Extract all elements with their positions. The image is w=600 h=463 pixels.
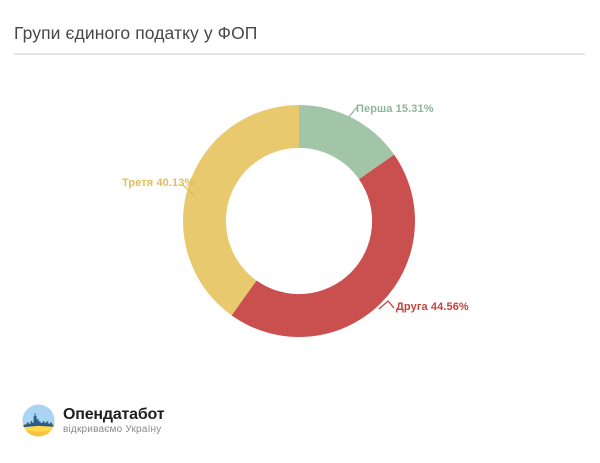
donut-segment-tretia — [183, 105, 299, 316]
donut-segment-druga — [231, 154, 416, 337]
segment-label-persha: Перша 15.31% — [356, 103, 434, 115]
chart-title: Групи єдиного податку у ФОП — [14, 23, 258, 43]
logo-skyline — [22, 413, 55, 428]
title-divider — [14, 53, 585, 55]
leader-line-druga — [378, 300, 395, 310]
brand-tagline: відкриваємо Україну — [63, 423, 162, 435]
brand-name: Опендатабот — [63, 405, 165, 423]
segment-label-tretia: Третя 40.13% — [122, 177, 195, 189]
segment-label-druga: Друга 44.56% — [396, 301, 469, 313]
donut-segments-group — [183, 105, 416, 337]
opendatabot-logo-icon — [22, 404, 55, 437]
leader-line-tretia — [182, 184, 196, 197]
leader-line-persha — [348, 106, 358, 118]
brand-text: Опендатабот відкриваємо Україну — [63, 405, 165, 436]
donut-segment-persha — [299, 105, 395, 180]
brand-footer: Опендатабот відкриваємо Україну — [22, 404, 165, 437]
